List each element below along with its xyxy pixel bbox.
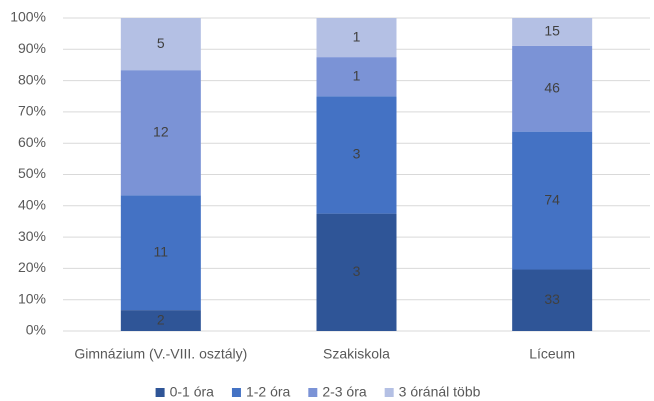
legend-swatch (231, 388, 241, 397)
y-tick-label: 80% (18, 71, 46, 87)
x-tick-label: Gimnázium (V.-VIII. osztály) (74, 346, 247, 362)
legend-label: 1-2 óra (246, 384, 291, 400)
data-label: 15 (544, 23, 560, 39)
x-tick-label: Szakiskola (323, 346, 390, 362)
legend-swatch (155, 388, 165, 397)
bar-segment (316, 57, 397, 97)
x-tick-label: Líceum (529, 346, 575, 362)
data-label: 2 (157, 311, 165, 327)
y-tick-label: 60% (18, 134, 46, 150)
y-tick-label: 10% (18, 290, 46, 306)
bar-segment (512, 131, 593, 270)
y-tick-label: 30% (18, 228, 46, 244)
y-tick-label: 70% (18, 103, 46, 119)
y-tick-label: 90% (18, 40, 46, 56)
data-label: 11 (154, 243, 169, 259)
bar-segment (120, 18, 201, 71)
data-label: 46 (544, 80, 560, 96)
bar-segment (316, 96, 397, 214)
y-tick-label: 20% (18, 259, 46, 275)
bar-segment (316, 18, 397, 58)
data-label: 12 (153, 123, 169, 139)
bar-segment (512, 45, 593, 132)
legend-swatch (308, 388, 318, 397)
y-tick-label: 100% (10, 9, 46, 25)
legend-label: 0-1 óra (170, 384, 215, 400)
legend-swatch (384, 388, 394, 397)
y-tick-label: 0% (26, 322, 46, 338)
legend-label: 3 óránál több (399, 384, 481, 400)
bar-segment (120, 195, 201, 311)
y-tick-label: 40% (18, 197, 46, 213)
legend-label: 2-3 óra (322, 384, 367, 400)
data-label: 3 (353, 263, 361, 279)
bar-segment (120, 70, 201, 196)
y-tick-label: 50% (18, 165, 46, 181)
data-label: 1 (353, 67, 361, 83)
data-label: 33 (544, 291, 560, 307)
bar-segment (512, 18, 593, 46)
data-label: 3 (353, 146, 361, 162)
bar-segment (120, 310, 201, 331)
data-label: 5 (157, 35, 165, 51)
data-label: 74 (544, 191, 560, 207)
bar-segment (512, 269, 593, 331)
bar-segment (316, 213, 397, 331)
data-label: 1 (353, 28, 361, 44)
